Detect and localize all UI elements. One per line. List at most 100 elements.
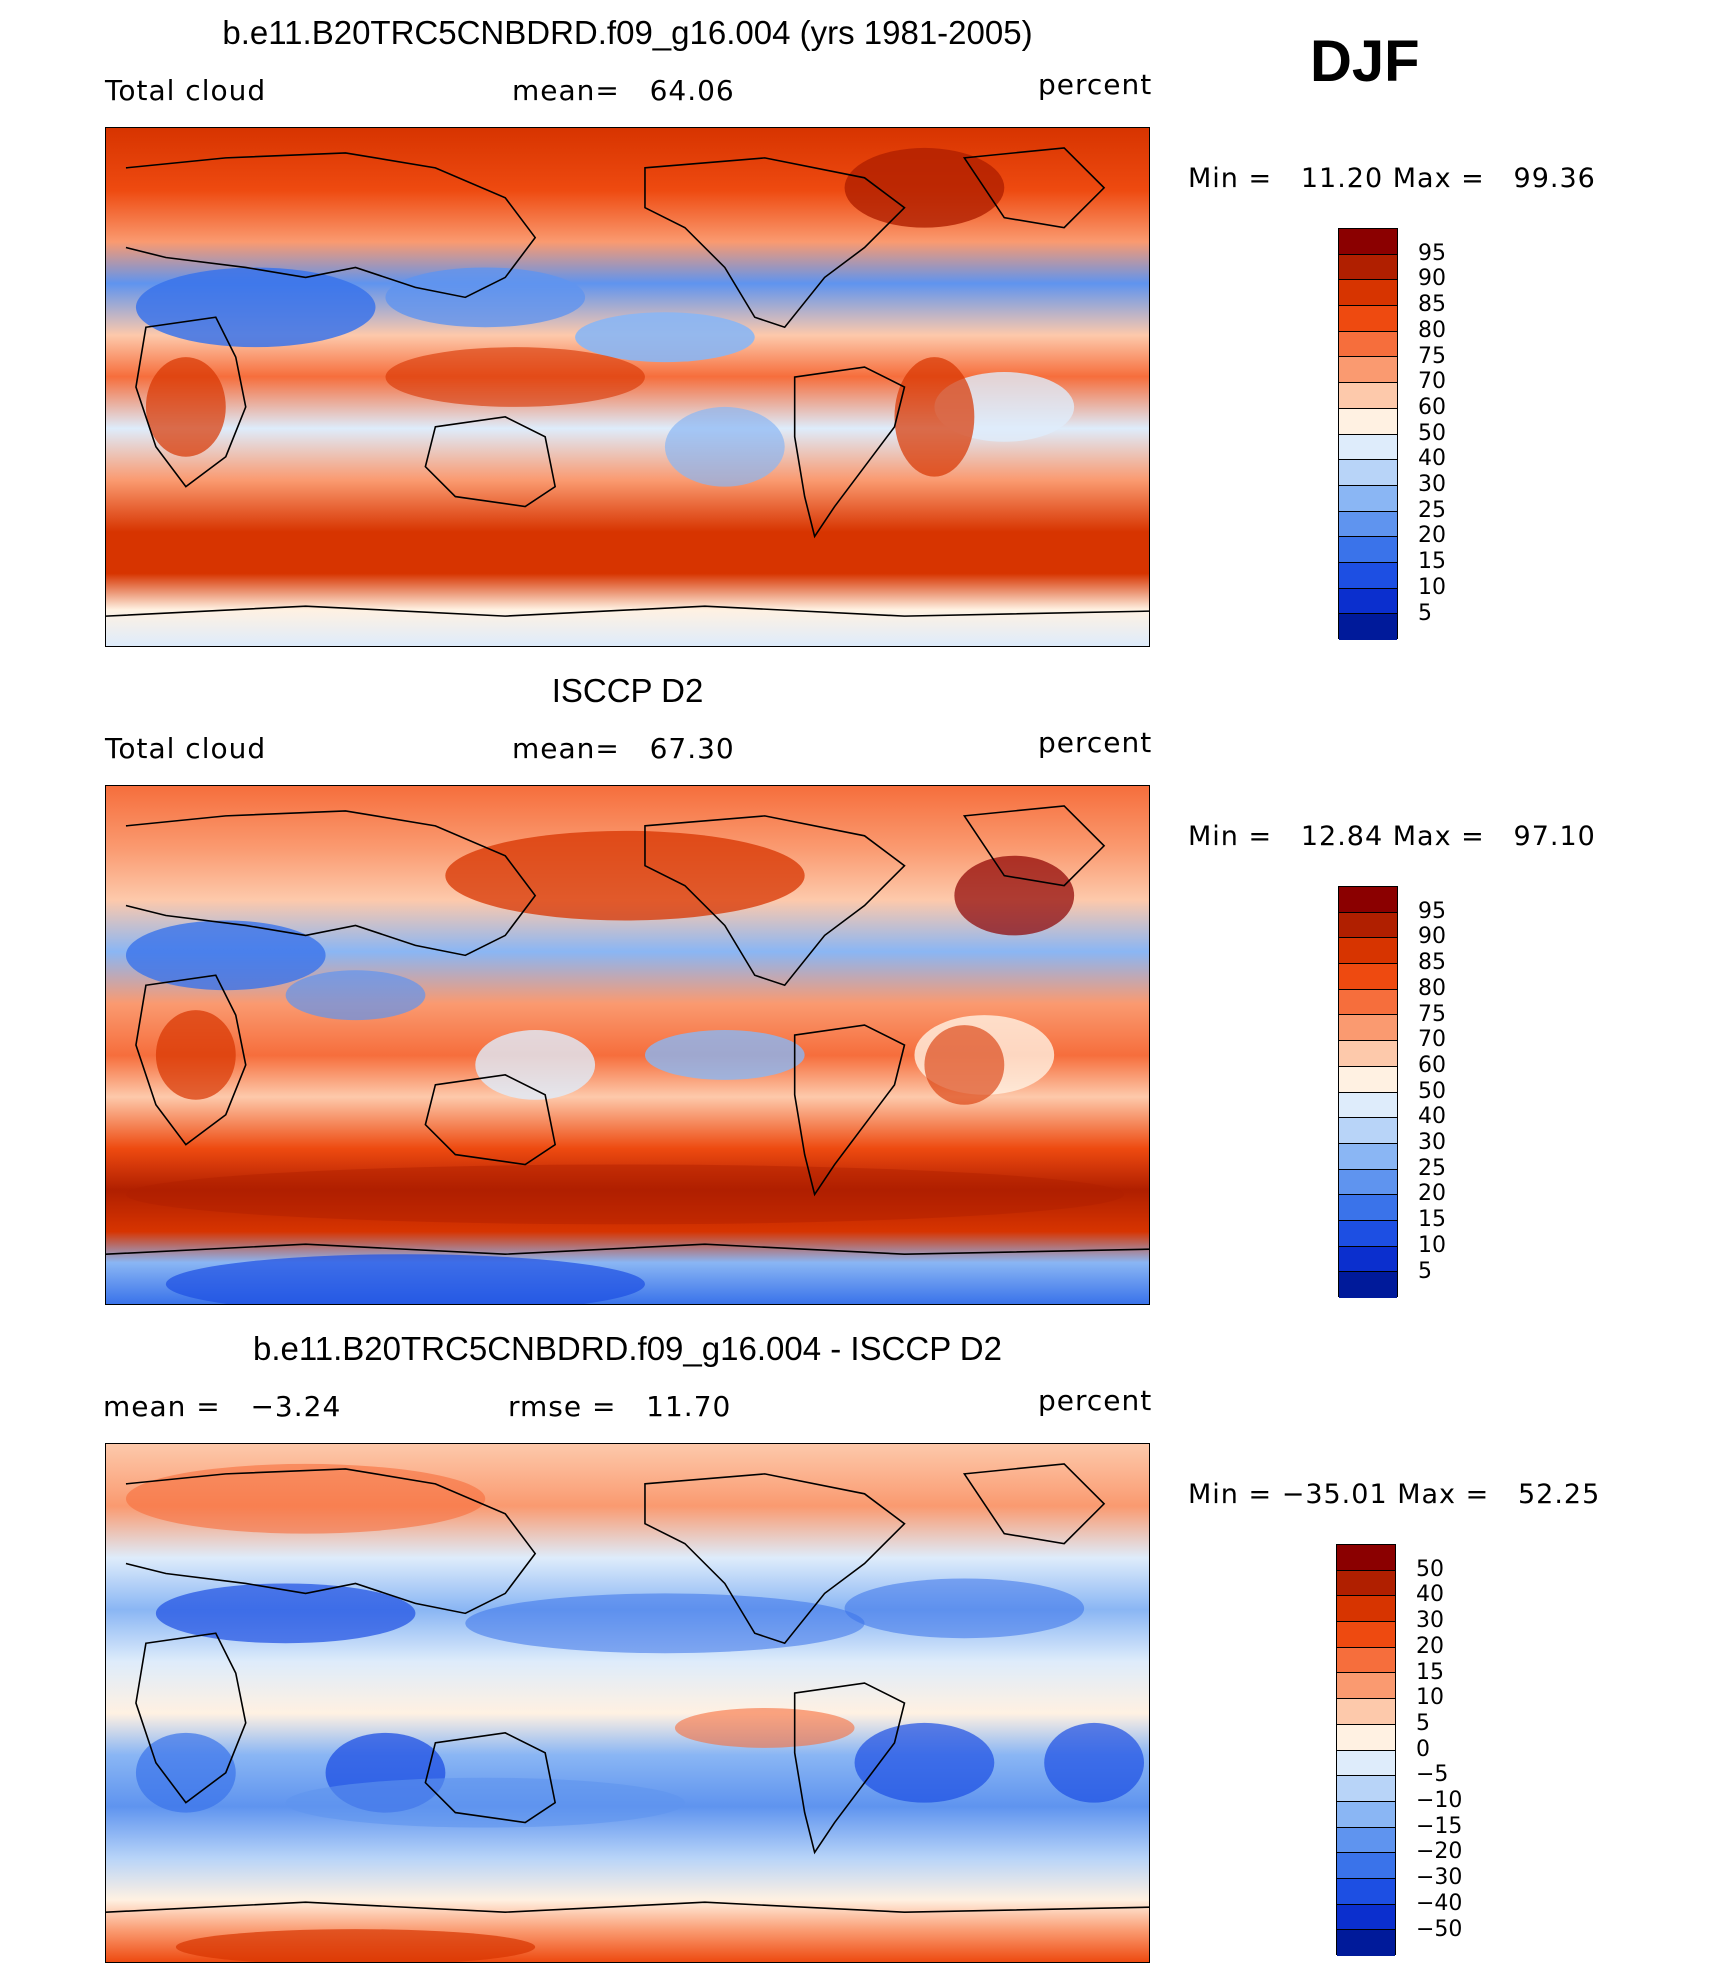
panel-3-map	[105, 1443, 1150, 1963]
colorbar-swatch	[1339, 537, 1397, 563]
colorbar-label: 50	[1416, 1556, 1444, 1582]
colorbar-label: 30	[1416, 1608, 1444, 1634]
colorbar-swatch	[1337, 1853, 1395, 1879]
colorbar-swatch	[1339, 460, 1397, 486]
colorbar-swatch	[1339, 1169, 1397, 1196]
colorbar-boxes	[1336, 1544, 1396, 1956]
season-label: DJF	[1310, 29, 1420, 94]
colorbar-boxes	[1338, 886, 1398, 1298]
colorbar-label: 10	[1416, 1685, 1444, 1711]
colorbar-swatch	[1339, 1246, 1397, 1273]
colorbar-swatch	[1339, 1143, 1397, 1170]
colorbar-swatch	[1339, 938, 1397, 965]
colorbar-swatch	[1339, 964, 1397, 990]
colorbar-swatch	[1337, 1699, 1395, 1725]
colorbar-label: 15	[1418, 549, 1446, 575]
panel-2-map-svg	[106, 786, 1149, 1304]
colorbar-label: 40	[1418, 1104, 1446, 1130]
panel-3-rmse-label: rmse = 11.70	[508, 1390, 732, 1423]
colorbar-label: 10	[1418, 574, 1446, 600]
panel-2-map	[105, 785, 1150, 1305]
colorbar-swatch	[1337, 1596, 1395, 1623]
colorbar-swatch	[1337, 1724, 1395, 1751]
colorbar-label: −30	[1416, 1865, 1463, 1891]
colorbar-label: −20	[1416, 1839, 1463, 1865]
colorbar-label: −50	[1416, 1916, 1463, 1942]
colorbar-swatch	[1339, 1220, 1397, 1247]
colorbar-swatch	[1337, 1827, 1395, 1854]
colorbar-label: −5	[1416, 1762, 1449, 1788]
panel-2-units-label: percent	[1038, 726, 1153, 759]
panel-3-map-svg	[106, 1444, 1149, 1962]
panel-1-map-svg	[106, 128, 1149, 646]
colorbar-swatch	[1337, 1930, 1395, 1956]
panel-3-mean-label: mean = −3.24	[103, 1390, 342, 1423]
colorbar-label: 50	[1418, 420, 1446, 446]
colorbar-swatch	[1339, 588, 1397, 615]
colorbar-swatch	[1339, 887, 1397, 913]
colorbar-swatch	[1337, 1801, 1395, 1828]
colorbar-label: 20	[1416, 1633, 1444, 1659]
colorbar-label: 30	[1418, 1130, 1446, 1155]
colorbar-label: 70	[1418, 1027, 1446, 1053]
colorbar-label: 85	[1418, 292, 1446, 318]
colorbar-swatch	[1339, 280, 1397, 307]
colorbar-swatch	[1339, 989, 1397, 1016]
colorbar-swatch	[1339, 434, 1397, 461]
colorbar-swatch	[1339, 383, 1397, 409]
colorbar-label: 60	[1418, 1052, 1446, 1078]
colorbar-swatch	[1339, 357, 1397, 384]
colorbar-label: 5	[1416, 1710, 1430, 1736]
colorbar-label: 80	[1418, 317, 1446, 343]
colorbar-swatch	[1339, 229, 1397, 255]
panel-3-title: b.e11.B20TRC5CNBDRD.f09_g16.004 - ISCCP …	[253, 1330, 1002, 1367]
colorbar-swatch	[1339, 485, 1397, 512]
colorbar-swatch	[1337, 1673, 1395, 1700]
colorbar-label: 5	[1418, 600, 1432, 626]
colorbar-label: 75	[1418, 1001, 1446, 1027]
colorbar-label: 15	[1418, 1207, 1446, 1233]
colorbar-swatch	[1339, 1272, 1397, 1298]
colorbar-label: 5	[1418, 1258, 1432, 1284]
colorbar-label: 75	[1418, 343, 1446, 369]
colorbar-label: 50	[1418, 1078, 1446, 1104]
colorbar-label: 90	[1418, 266, 1446, 292]
panel-3-units-label: percent	[1038, 1384, 1153, 1417]
colorbar-swatch	[1339, 306, 1397, 332]
colorbar-label: −40	[1416, 1890, 1463, 1916]
colorbar-label: 30	[1418, 472, 1446, 497]
panel-1-variable-label: Total cloud	[105, 74, 267, 107]
panel-1-map	[105, 127, 1150, 647]
colorbar-label: 10	[1418, 1232, 1446, 1258]
colorbar-label: 20	[1418, 523, 1446, 549]
colorbar-swatch	[1339, 1118, 1397, 1144]
colorbar-swatch	[1339, 254, 1397, 281]
colorbar-swatch	[1339, 912, 1397, 939]
panel-1-mean-label: mean= 64.06	[512, 74, 735, 107]
colorbar-label: 80	[1418, 975, 1446, 1001]
panel-1-minmax: Min = 11.20 Max = 99.36	[1188, 163, 1596, 194]
colorbar-swatch	[1337, 1750, 1395, 1777]
colorbar-label: 25	[1418, 497, 1446, 523]
colorbar-label: 15	[1416, 1659, 1444, 1685]
panel-1-units-label: percent	[1038, 68, 1153, 101]
colorbar-swatch	[1339, 511, 1397, 538]
colorbar-swatch	[1339, 1041, 1397, 1067]
colorbar-boxes	[1338, 228, 1398, 640]
colorbar-label: 60	[1418, 394, 1446, 420]
colorbar-swatch	[1337, 1647, 1395, 1674]
colorbar-swatch	[1339, 1066, 1397, 1093]
colorbar-label: −10	[1416, 1788, 1463, 1813]
colorbar-label: 25	[1418, 1155, 1446, 1181]
panel-2-title: ISCCP D2	[551, 672, 704, 709]
colorbar-label: 85	[1418, 950, 1446, 976]
colorbar-label: 40	[1418, 446, 1446, 472]
colorbar-label: 95	[1418, 898, 1446, 924]
panel-2-mean-label: mean= 67.30	[512, 732, 735, 765]
colorbar-swatch	[1337, 1904, 1395, 1931]
colorbar-swatch	[1339, 562, 1397, 589]
colorbar-label: 70	[1418, 369, 1446, 395]
colorbar-label: 0	[1416, 1736, 1430, 1762]
colorbar-swatch	[1339, 1195, 1397, 1221]
colorbar-swatch	[1339, 331, 1397, 358]
